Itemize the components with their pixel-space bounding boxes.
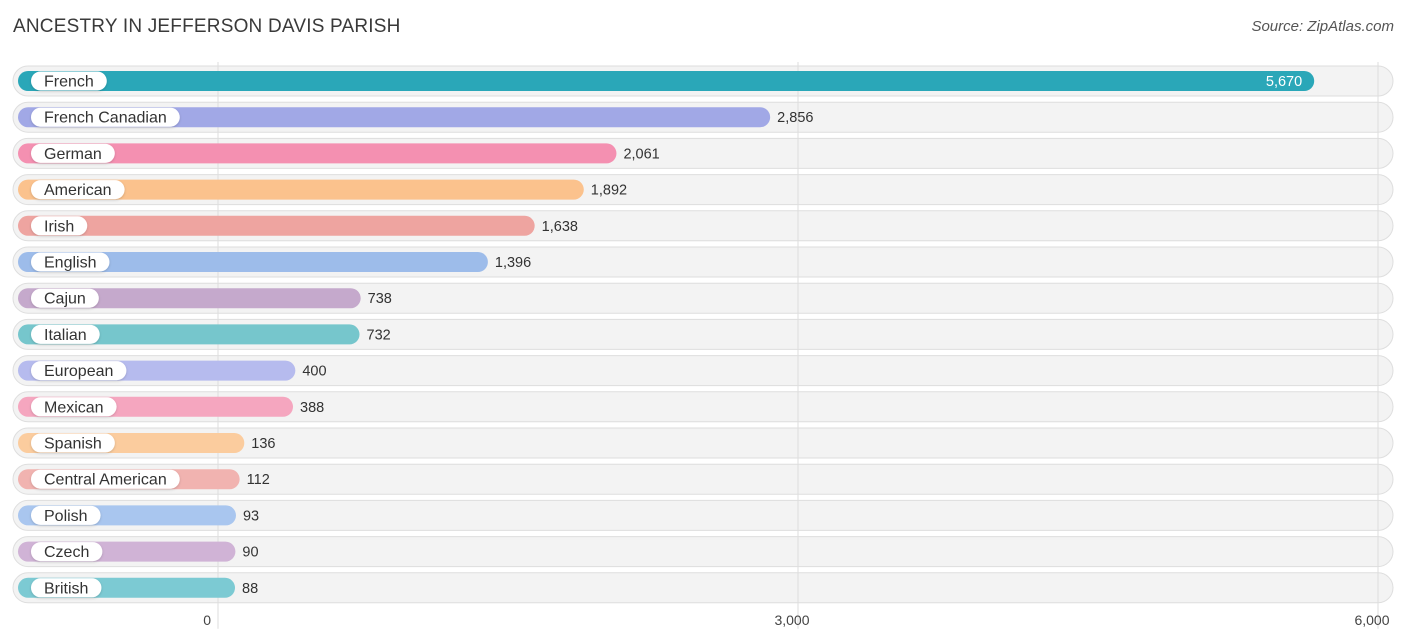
value-label: 93	[243, 508, 259, 524]
category-label: Cajun	[44, 291, 86, 308]
category-label-pill	[31, 216, 88, 236]
value-label: 400	[302, 364, 326, 380]
row-background	[12, 427, 1394, 459]
category-label: Italian	[44, 327, 87, 344]
category-label-pill	[31, 542, 103, 562]
category-label-pill	[31, 361, 127, 381]
bar	[18, 215, 535, 236]
bar	[18, 71, 1315, 91]
category-label: Central American	[44, 472, 167, 489]
x-tick-label: 3,000	[774, 612, 809, 628]
source-label: Source: ZipAtlas.com	[1251, 18, 1394, 35]
category-label: German	[44, 146, 102, 163]
category-label: British	[44, 580, 88, 597]
category-label: French	[44, 74, 94, 91]
category-label-pill	[31, 107, 180, 127]
value-label: 5,670	[1266, 74, 1302, 90]
category-label-pill	[31, 71, 107, 91]
category-label-pill	[31, 469, 180, 489]
row-background	[12, 499, 1394, 531]
category-label-pill	[31, 433, 115, 453]
row-background	[12, 463, 1394, 495]
bar	[18, 107, 771, 128]
category-label-pill	[31, 324, 100, 344]
row-background	[12, 355, 1394, 387]
value-label: 136	[251, 436, 275, 452]
category-label: Czech	[44, 544, 89, 561]
value-label: 732	[367, 327, 391, 343]
bar	[18, 324, 360, 345]
category-label-pill	[31, 288, 99, 308]
category-label: Irish	[44, 218, 74, 235]
chart-title: ANCESTRY IN JEFFERSON DAVIS PARISH	[13, 16, 401, 37]
category-label-pill	[31, 505, 101, 525]
value-label: 2,856	[777, 110, 813, 126]
bar	[18, 288, 361, 309]
value-label: 2,061	[623, 146, 659, 162]
value-label: 388	[300, 400, 324, 416]
category-label-pill	[31, 143, 115, 163]
category-label-pill	[31, 252, 110, 272]
row-background	[12, 282, 1394, 314]
category-label-pill	[31, 180, 125, 200]
category-label: English	[44, 255, 96, 272]
bar	[18, 143, 617, 164]
category-label: Spanish	[44, 436, 102, 453]
value-label: 1,892	[591, 183, 627, 199]
category-label: Mexican	[44, 399, 104, 416]
x-tick-label: 6,000	[1354, 612, 1389, 628]
row-background	[12, 318, 1394, 350]
category-label: French Canadian	[44, 110, 167, 127]
value-label: 738	[368, 291, 392, 307]
value-label: 88	[242, 581, 258, 597]
row-background	[12, 391, 1394, 423]
category-label: American	[44, 182, 112, 199]
x-tick-label: 0	[203, 612, 211, 628]
row-background	[12, 536, 1394, 568]
category-label: Polish	[44, 508, 88, 525]
category-label: European	[44, 363, 113, 380]
bar	[18, 252, 488, 272]
value-label: 90	[242, 545, 258, 561]
value-label: 1,638	[542, 219, 578, 235]
row-background	[12, 572, 1394, 604]
value-label: 1,396	[495, 255, 531, 271]
bar	[18, 179, 584, 200]
category-label-pill	[31, 397, 117, 417]
category-label-pill	[31, 578, 102, 598]
value-label: 112	[247, 472, 270, 488]
